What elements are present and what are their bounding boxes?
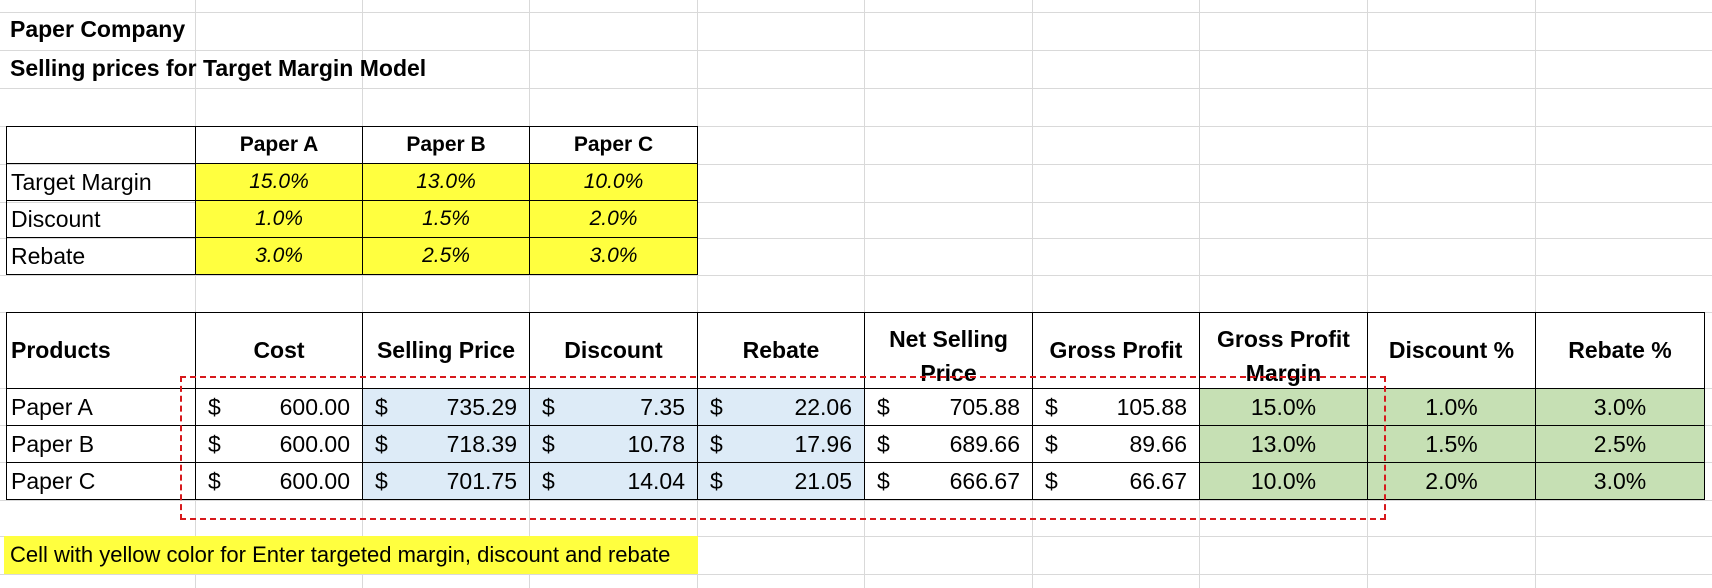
gross-profit-margin-cell[interactable]: 15.0%: [1199, 388, 1368, 426]
rebate-pct-cell[interactable]: 2.5%: [1535, 425, 1705, 463]
selling-price-value: 718.39: [446, 430, 517, 457]
currency-symbol: $: [710, 393, 723, 420]
header-discount[interactable]: Discount: [529, 312, 698, 389]
cost-value: 600.00: [279, 467, 350, 494]
currency-symbol: $: [877, 430, 890, 457]
rebate-cell[interactable]: $17.96: [697, 425, 865, 463]
company-title: Paper Company: [10, 16, 186, 42]
discount-value: 14.04: [627, 467, 685, 494]
inputs-header-paper-c[interactable]: Paper C: [529, 126, 698, 164]
gross-profit-value: 89.66: [1129, 430, 1187, 457]
cost-cell[interactable]: $600.00: [195, 388, 363, 426]
currency-symbol: $: [208, 467, 221, 494]
cost-cell[interactable]: $600.00: [195, 462, 363, 500]
currency-symbol: $: [542, 467, 555, 494]
discount-cell[interactable]: $7.35: [529, 388, 698, 426]
discount-cell[interactable]: $10.78: [529, 425, 698, 463]
currency-symbol: $: [542, 430, 555, 457]
gross-profit-value: 66.67: [1129, 467, 1187, 494]
model-title: Selling prices for Target Margin Model: [10, 55, 427, 81]
cost-value: 600.00: [279, 430, 350, 457]
net-selling-price-value: 666.67: [949, 467, 1020, 494]
currency-symbol: $: [710, 430, 723, 457]
legend-note: Cell with yellow color for Enter targete…: [4, 536, 698, 574]
inputs-label-discount[interactable]: Discount: [6, 200, 196, 238]
currency-symbol: $: [375, 393, 388, 420]
net-selling-price-cell[interactable]: $689.66: [864, 425, 1033, 463]
currency-symbol: $: [877, 393, 890, 420]
currency-symbol: $: [375, 467, 388, 494]
input-target-margin-paper-a[interactable]: 15.0%: [195, 163, 363, 201]
input-rebate-paper-a[interactable]: 3.0%: [195, 237, 363, 275]
currency-symbol: $: [542, 393, 555, 420]
header-rebate-pct[interactable]: Rebate %: [1535, 312, 1705, 389]
input-discount-paper-c[interactable]: 2.0%: [529, 200, 698, 238]
gross-profit-cell[interactable]: $105.88: [1032, 388, 1200, 426]
cost-value: 600.00: [279, 393, 350, 420]
header-net-selling-price[interactable]: Net Selling Price: [864, 312, 1033, 389]
selling-price-cell[interactable]: $701.75: [362, 462, 530, 500]
gross-profit-value: 105.88: [1116, 393, 1187, 420]
inputs-header-blank[interactable]: [6, 126, 196, 164]
header-gross-profit-margin[interactable]: Gross Profit Margin: [1199, 312, 1368, 389]
discount-value: 10.78: [627, 430, 685, 457]
rebate-pct-cell[interactable]: 3.0%: [1535, 388, 1705, 426]
gross-profit-cell[interactable]: $89.66: [1032, 425, 1200, 463]
header-products[interactable]: Products: [6, 312, 196, 389]
discount-value: 7.35: [640, 393, 685, 420]
header-rebate[interactable]: Rebate: [697, 312, 865, 389]
currency-symbol: $: [710, 467, 723, 494]
currency-symbol: $: [877, 467, 890, 494]
header-discount-pct[interactable]: Discount %: [1367, 312, 1536, 389]
header-selling-price[interactable]: Selling Price: [362, 312, 530, 389]
selling-price-value: 735.29: [446, 393, 517, 420]
net-selling-price-value: 705.88: [949, 393, 1020, 420]
currency-symbol: $: [375, 430, 388, 457]
currency-symbol: $: [208, 393, 221, 420]
input-discount-paper-a[interactable]: 1.0%: [195, 200, 363, 238]
rebate-cell[interactable]: $21.05: [697, 462, 865, 500]
input-target-margin-paper-b[interactable]: 13.0%: [362, 163, 530, 201]
currency-symbol: $: [208, 430, 221, 457]
selling-price-cell[interactable]: $718.39: [362, 425, 530, 463]
input-target-margin-paper-c[interactable]: 10.0%: [529, 163, 698, 201]
rebate-cell[interactable]: $22.06: [697, 388, 865, 426]
header-cost[interactable]: Cost: [195, 312, 363, 389]
inputs-header-paper-a[interactable]: Paper A: [195, 126, 363, 164]
discount-cell[interactable]: $14.04: [529, 462, 698, 500]
currency-symbol: $: [1045, 467, 1058, 494]
net-selling-price-cell[interactable]: $666.67: [864, 462, 1033, 500]
net-selling-price-cell[interactable]: $705.88: [864, 388, 1033, 426]
rebate-pct-cell[interactable]: 3.0%: [1535, 462, 1705, 500]
input-rebate-paper-c[interactable]: 3.0%: [529, 237, 698, 275]
gross-profit-cell[interactable]: $66.67: [1032, 462, 1200, 500]
rebate-value: 21.05: [794, 467, 852, 494]
gross-profit-margin-cell[interactable]: 10.0%: [1199, 462, 1368, 500]
gross-profit-margin-cell[interactable]: 13.0%: [1199, 425, 1368, 463]
product-name[interactable]: Paper A: [6, 388, 196, 426]
selling-price-value: 701.75: [446, 467, 517, 494]
currency-symbol: $: [1045, 430, 1058, 457]
inputs-label-target-margin[interactable]: Target Margin: [6, 163, 196, 201]
inputs-header-paper-b[interactable]: Paper B: [362, 126, 530, 164]
input-discount-paper-b[interactable]: 1.5%: [362, 200, 530, 238]
inputs-label-rebate[interactable]: Rebate: [6, 237, 196, 275]
product-name[interactable]: Paper C: [6, 462, 196, 500]
discount-pct-cell[interactable]: 1.0%: [1367, 388, 1536, 426]
product-name[interactable]: Paper B: [6, 425, 196, 463]
discount-pct-cell[interactable]: 1.5%: [1367, 425, 1536, 463]
rebate-value: 17.96: [794, 430, 852, 457]
discount-pct-cell[interactable]: 2.0%: [1367, 462, 1536, 500]
header-gross-profit[interactable]: Gross Profit: [1032, 312, 1200, 389]
net-selling-price-value: 689.66: [949, 430, 1020, 457]
input-rebate-paper-b[interactable]: 2.5%: [362, 237, 530, 275]
currency-symbol: $: [1045, 393, 1058, 420]
rebate-value: 22.06: [794, 393, 852, 420]
cost-cell[interactable]: $600.00: [195, 425, 363, 463]
selling-price-cell[interactable]: $735.29: [362, 388, 530, 426]
